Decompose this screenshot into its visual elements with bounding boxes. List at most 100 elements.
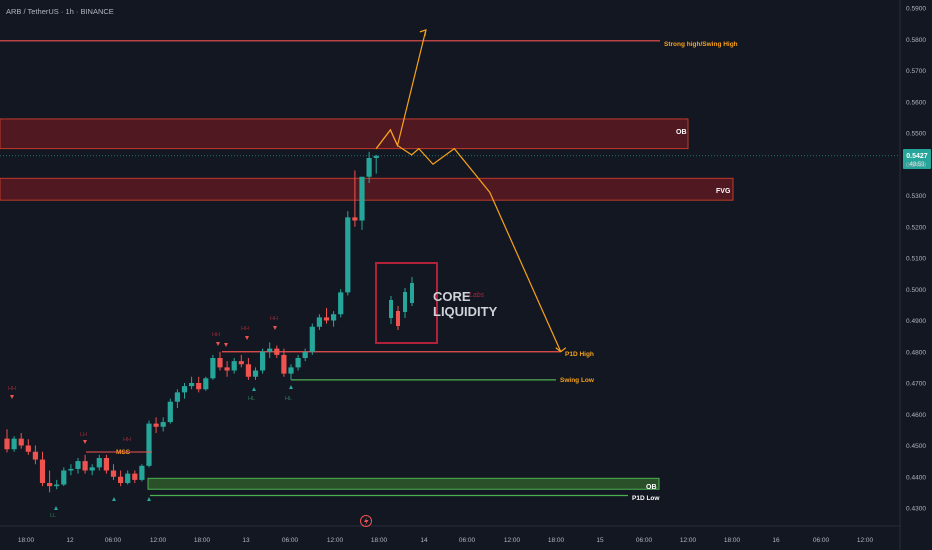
tradingview-logo-icon[interactable]	[360, 515, 372, 527]
candle-body	[196, 383, 202, 390]
candle-body	[359, 176, 365, 221]
price-tick-label: 0.5000	[906, 287, 926, 294]
pivot-label-low: HL	[285, 396, 292, 402]
candle-body	[32, 451, 38, 460]
candle-body	[125, 473, 131, 483]
candle-body	[4, 438, 10, 450]
candle-body	[160, 422, 166, 427]
pivot-down-arrow	[245, 336, 249, 340]
price-tick-label: 0.5800	[906, 37, 926, 44]
pivot-up-arrow	[252, 387, 256, 391]
candle-body	[281, 354, 287, 374]
time-tick-label: 12:00	[680, 537, 697, 544]
pivot-down-arrow	[83, 440, 87, 444]
header-symbol-title: ARB / TetherUS · 1h · BINANCE	[6, 7, 114, 16]
pivot-down-arrow	[10, 395, 14, 399]
pivot-label-high: HH	[212, 332, 220, 338]
candle-body	[68, 468, 74, 471]
candle-body	[132, 473, 138, 480]
zone-ob-0	[0, 118, 689, 150]
candle-body	[47, 483, 53, 487]
time-tick-label: 18:00	[18, 537, 35, 544]
pivot-down-arrow	[224, 343, 228, 347]
pivot-label-high: HH	[8, 386, 16, 392]
candle-body	[118, 476, 124, 483]
time-tick-label: 06:00	[636, 537, 653, 544]
candle-body	[224, 367, 230, 371]
price-tick-label: 0.4400	[906, 474, 926, 481]
candle-body	[274, 348, 280, 355]
candle-body	[316, 317, 322, 327]
candle-body	[25, 445, 31, 452]
pivot-label-high: HH	[270, 316, 278, 322]
candle-body	[75, 461, 81, 469]
candle-body	[181, 386, 188, 393]
current-price-badge	[903, 149, 931, 169]
pivot-label-low: LL	[50, 513, 56, 519]
candle-body	[331, 314, 337, 321]
price-tick-label: 0.5300	[906, 193, 926, 200]
pivot-down-arrow	[273, 326, 277, 330]
time-tick-label: 06:00	[459, 537, 476, 544]
candle-body	[288, 367, 294, 374]
time-tick-label: 14	[420, 537, 428, 544]
time-tick-label: 18:00	[194, 537, 211, 544]
logo-word-liquidity: LIQUIDITY	[433, 304, 498, 319]
p1d-low-label: P1D Low	[632, 495, 660, 502]
zones-layer	[0, 118, 734, 490]
time-tick-label: 12:00	[327, 537, 344, 544]
tradingview-logo-ring	[360, 515, 372, 527]
time-tick-label: 12:00	[150, 537, 167, 544]
pivot-label-high: LH	[80, 432, 87, 438]
candle-body	[153, 423, 159, 427]
candle-body	[345, 217, 351, 293]
candle-body	[217, 358, 223, 368]
candle-body	[11, 438, 17, 450]
candle-body	[54, 484, 60, 487]
time-tick-label: 12:00	[857, 537, 874, 544]
current-price-value: 0.5427	[906, 153, 928, 160]
time-tick-label: 06:00	[105, 537, 122, 544]
candle-body	[89, 467, 95, 471]
zone-ob-2	[147, 477, 660, 490]
candle-body	[295, 358, 301, 368]
time-tick-label: 16	[772, 537, 780, 544]
logo-candle	[403, 292, 407, 312]
candle-body	[323, 317, 330, 321]
logo-word-core: CORE	[433, 289, 471, 304]
candle-body	[174, 392, 180, 402]
price-tick-label: 0.4500	[906, 443, 926, 450]
swing-low-label: Swing Low	[560, 377, 595, 384]
projection-layer	[375, 28, 567, 353]
pivot-up-arrow	[289, 385, 293, 389]
price-countdown: 48:53	[909, 162, 925, 168]
zone-fvg-1	[0, 177, 734, 201]
candle-body	[309, 326, 315, 352]
candle-body	[238, 361, 244, 365]
candle-body	[252, 370, 259, 377]
price-axis-ticks: 0.5900 0.5800 0.5700 0.5600 0.5500 0.5400 0.53…	[906, 6, 926, 513]
price-tick-label: 0.4900	[906, 318, 926, 325]
time-tick-label: 18:00	[548, 537, 565, 544]
ob-lower-label: OB	[646, 484, 657, 491]
projection-down-path	[375, 128, 562, 352]
candle-body	[210, 358, 216, 379]
pivot-label-low: HL	[248, 396, 255, 402]
pivot-up-arrow	[54, 506, 58, 510]
price-tick-label: 0.5600	[906, 99, 926, 106]
candle-body	[146, 423, 152, 466]
time-tick-label: 12:00	[504, 537, 521, 544]
logo-script-labs: Labs	[469, 292, 485, 299]
time-axis-labels: 18:00 12 06:00 12:00 18:00 13 06:00 12:00 18:00 1…	[18, 537, 874, 544]
price-tick-label: 0.5200	[906, 224, 926, 231]
price-tick-label: 0.5400	[906, 162, 926, 169]
logo-candle	[396, 311, 400, 326]
price-tick-label: 0.5500	[906, 131, 926, 138]
candle-body	[61, 470, 67, 485]
lightning-icon	[364, 517, 369, 526]
time-tick-label: 13	[242, 537, 250, 544]
candle-body	[103, 458, 109, 471]
candle-body	[245, 364, 251, 377]
